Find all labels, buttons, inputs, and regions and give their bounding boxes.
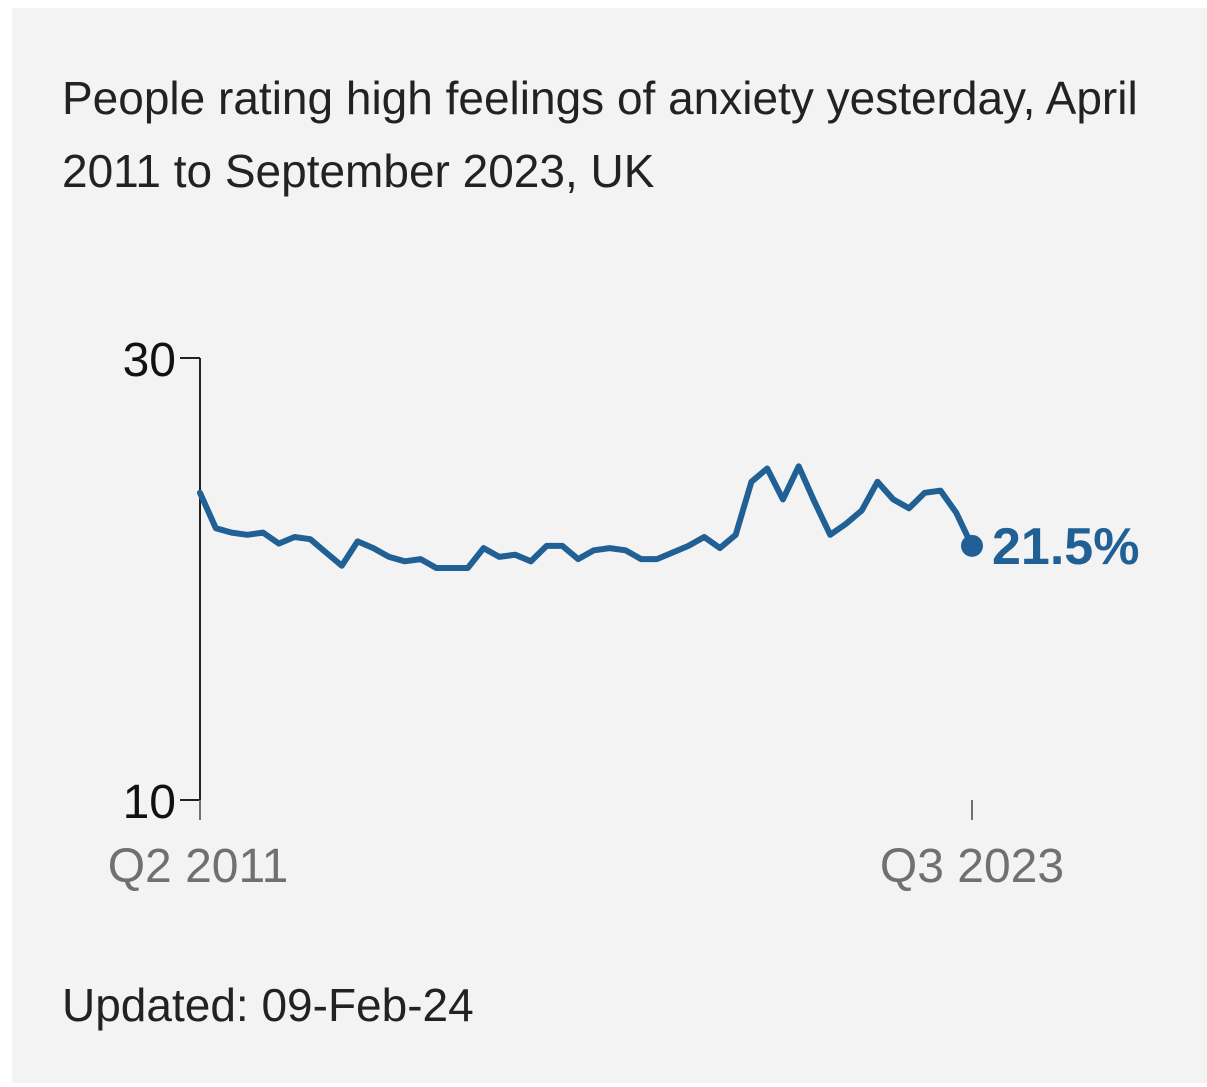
series-line <box>197 463 975 571</box>
end-point-marker <box>961 534 983 557</box>
updated-date: Updated: 09-Feb-24 <box>62 979 474 1031</box>
y-tick-label-bottom: 10 <box>123 776 176 829</box>
chart-title: People rating high feelings of anxiety y… <box>62 72 1138 197</box>
end-value-label: 21.5% <box>992 518 1139 576</box>
y-tick-label-top: 30 <box>123 334 176 387</box>
x-tick-label-end: Q3 2023 <box>880 840 1064 893</box>
x-tick-label-start: Q2 2011 <box>108 840 289 893</box>
